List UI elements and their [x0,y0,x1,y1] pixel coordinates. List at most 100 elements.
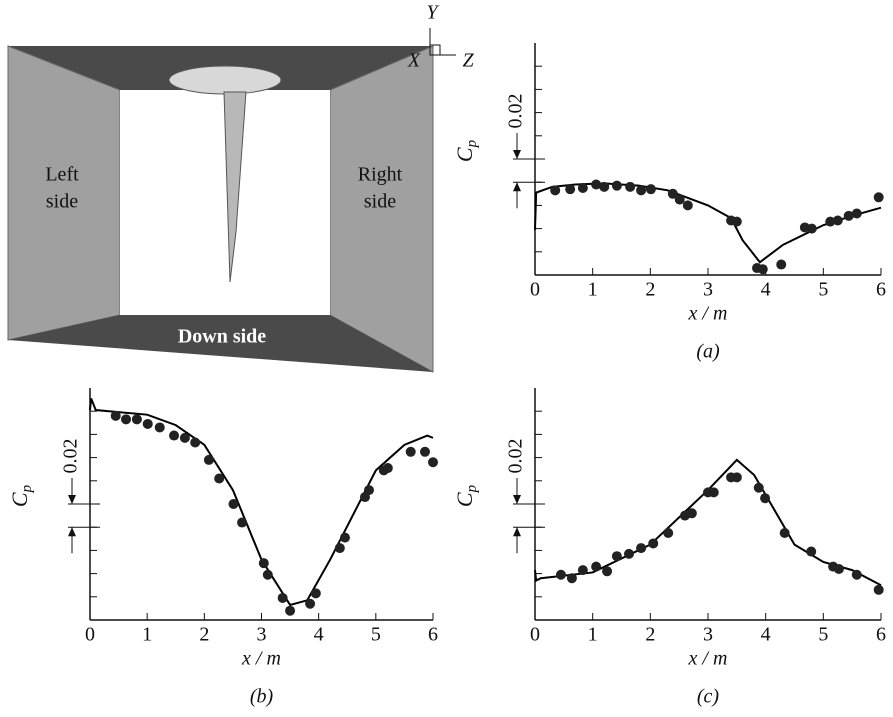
cp-point [565,184,575,194]
cp-point [591,562,601,572]
scale-label: 0.02 [505,94,527,129]
cp-point [624,549,634,559]
y-axis-label: Cp [452,484,480,507]
cp-point [776,260,786,270]
x-tick-label: 0 [530,279,540,301]
x-tick-label: 0 [530,624,540,646]
cp-point [143,419,153,429]
x-axis-label: x / m [241,648,281,670]
cp-point [754,483,764,493]
x-tick-label: 4 [761,279,771,301]
cp-point [228,499,238,509]
cp-point [602,566,612,576]
cp-point [709,487,719,497]
scale-arrowhead [68,527,76,536]
x-tick-label: 3 [257,624,267,646]
cp-point [758,264,768,274]
x-tick-label: 0 [85,624,95,646]
cp-point [834,564,844,574]
cp-point [121,414,131,424]
cp-point [311,588,321,598]
cp-point [420,447,430,457]
scale-label: 0.02 [505,439,527,474]
cp-point [612,181,622,191]
cp-point [732,217,742,227]
cp-point [612,551,622,561]
cp-point [852,570,862,580]
x-axis-label: x / m [688,648,728,670]
cp-point [340,533,350,543]
cp-point [567,573,577,583]
left-label: Left [45,164,79,186]
cp-point [132,414,142,424]
cp-point [406,447,416,457]
hull [169,66,281,94]
cp-point [259,558,269,568]
y-axis-label: Cp [7,484,35,507]
y-label-main: C [452,147,477,162]
cp-point [852,209,862,219]
cp-point [111,411,121,421]
left-label: side [46,191,78,213]
y-label-main: C [452,492,477,507]
x-tick-label: 6 [876,624,886,646]
cp-point [204,455,214,465]
scale-arrowhead [513,182,521,191]
cp-point [760,493,770,503]
cp-point [383,463,393,473]
cp-point [190,438,200,448]
cp-line [90,398,433,604]
caption: (c) [697,686,720,708]
x-tick-label: 6 [428,624,438,646]
cp-point [675,195,685,205]
x-tick-label: 6 [876,279,886,301]
cp-point [636,185,646,195]
cp-point [237,518,247,528]
x-tick-label: 1 [588,279,598,301]
y-label-sub: p [464,139,480,148]
cp-point [625,182,635,192]
y-label-sub: p [464,484,480,493]
caption: (a) [696,341,720,363]
cp-point [578,183,588,193]
cp-point [428,457,438,467]
cp-point [687,508,697,518]
cp-point [780,528,790,538]
down-label: Down side [178,326,266,348]
cp-point [556,570,566,580]
cp-point [806,547,816,557]
cp-point [874,585,884,595]
x-tick-label: 2 [645,624,655,646]
scale-arrowhead [513,150,521,159]
cp-point [833,215,843,225]
y-axis-label: Cp [452,139,480,162]
x-tick-label: 5 [818,624,828,646]
cp-point [335,543,345,553]
cp-point [599,182,609,192]
cp-point [263,570,273,580]
cp-point [683,200,693,210]
axis-x-label: X [407,50,421,72]
cp-point [578,565,588,575]
figure: Left side Right side Down side Y X Z 012… [0,0,893,717]
scale-label: 0.02 [60,439,82,474]
cp-point [180,433,190,443]
y-label-sub: p [19,484,35,493]
cp-point [278,593,288,603]
right-label: Right [358,164,403,186]
x-tick-label: 5 [818,279,828,301]
cp-point [648,538,658,548]
cp-point [155,422,165,432]
x-tick-label: 3 [703,279,713,301]
x-tick-label: 4 [314,624,324,646]
x-tick-label: 1 [588,624,598,646]
cp-point [364,485,374,495]
cp-point [646,184,656,194]
x-tick-label: 2 [645,279,655,301]
right-label: side [364,191,396,213]
cp-point [305,599,315,609]
caption: (b) [250,686,274,708]
cp-point [636,543,646,553]
x-tick-label: 3 [703,624,713,646]
scale-arrowhead [68,495,76,504]
